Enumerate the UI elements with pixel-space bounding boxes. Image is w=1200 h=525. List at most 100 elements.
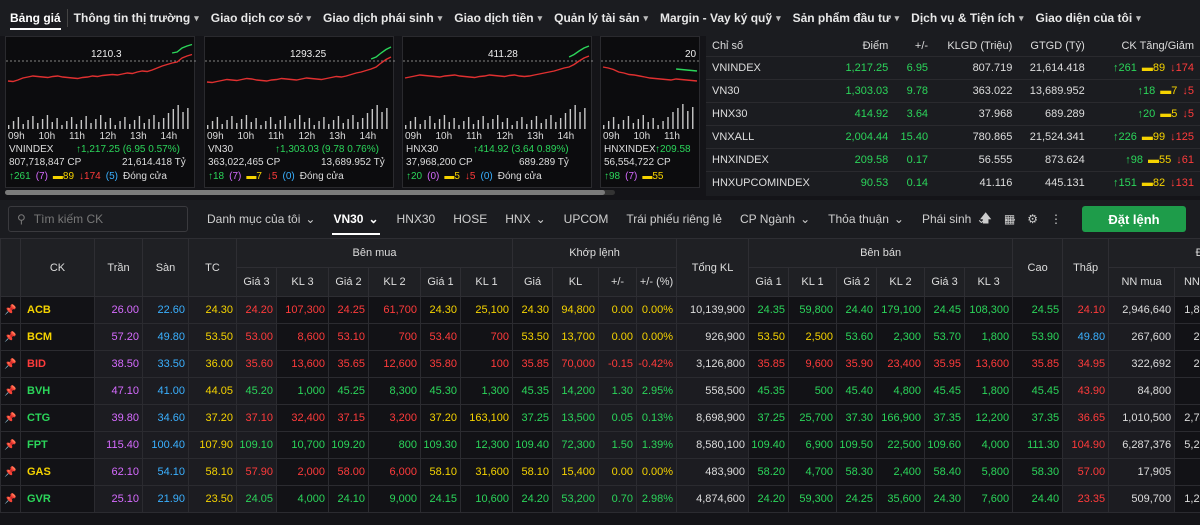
symbol[interactable]: BCM — [20, 323, 95, 351]
price-line-up — [568, 45, 590, 58]
pin-icon[interactable]: 📌 — [0, 485, 21, 513]
volume-bar — [482, 116, 484, 129]
watchlist-tab-10[interactable]: ··· — [995, 200, 1025, 238]
tab-label: Trái phiếu riêng lẻ — [626, 212, 722, 226]
index-row[interactable]: VNXALL 2,004.44 15.40 780.865 21,524.341 ↑226… — [706, 124, 1200, 148]
col-ck[interactable]: CK — [20, 238, 95, 297]
volume-bar — [342, 123, 344, 129]
cell: 2,000 — [276, 458, 329, 486]
mini-chart-vn30[interactable]: 1293.25 09h 10h 11h 12h 13h 14h VN30 ↑1,303.03 (… — [204, 36, 395, 188]
cell: 6,287,376 — [1108, 431, 1176, 459]
volume-bar — [337, 116, 340, 129]
nav-label: Thông tin thị trường — [73, 11, 191, 25]
cell: 53.50 — [748, 323, 790, 351]
symbol[interactable]: GAS — [20, 458, 95, 486]
mini-chart-hnxindex[interactable]: 20 09h 10h 11h HNXINDEX ↑209.58 56,554,722 CP ↑… — [600, 36, 701, 188]
watchlist-tab-9[interactable]: Phái sinh ⌄ — [913, 200, 995, 238]
volume-bar — [124, 117, 126, 129]
volume-bar — [75, 124, 78, 129]
col-low[interactable]: Thấp — [1062, 238, 1110, 297]
pin-icon[interactable]: 📌 — [0, 296, 21, 324]
cell: 22,500 — [876, 431, 926, 459]
symbol[interactable]: FPT — [20, 431, 95, 459]
volume-bar — [17, 117, 20, 129]
pin-icon[interactable]: 📌 — [0, 431, 21, 459]
nav-item-6[interactable]: Margin - Vay ký quỹ ▾ — [654, 0, 787, 36]
place-order-button[interactable]: Đặt lệnh — [1082, 206, 1186, 232]
cell: 0.00 — [598, 296, 638, 324]
settings-icon[interactable]: ⚙ — [1027, 212, 1038, 226]
pin-icon[interactable]: 📌 — [0, 458, 21, 486]
index-row[interactable]: HNXUPCOMINDEX 90.53 0.14 41.116 445.131 ↑151 ▬… — [706, 170, 1200, 194]
table-row[interactable]: 📌 BCM 57.20 49.80 53.50 53.00 8,600 53.10 700 53.… — [0, 323, 1200, 351]
watchlist-tab-7[interactable]: CP Ngành ⌄ — [731, 200, 819, 238]
nav-item-0[interactable]: Bảng giá — [4, 0, 67, 36]
scrollbar-thumb[interactable] — [5, 190, 605, 195]
table-row[interactable]: 📌 BVH 47.10 41.00 44.05 45.20 1,000 45.25 8,300 4… — [0, 377, 1200, 405]
cell: 800 — [368, 431, 421, 459]
scroll-top-icon[interactable]: 🡅 — [979, 210, 992, 225]
table-row[interactable]: 📌 BID 38.50 33.50 36.00 35.60 13,600 35.65 12,60… — [0, 350, 1200, 378]
volume-bar — [357, 122, 359, 129]
cell: 59,300 — [788, 485, 838, 513]
nav-item-8[interactable]: Dịch vụ & Tiện ích ▾ — [905, 0, 1029, 36]
nav-item-5[interactable]: Quản lý tài sản ▾ — [548, 0, 654, 36]
col-high[interactable]: Cao — [1012, 238, 1064, 297]
mini-chart-vnindex[interactable]: 1210.3 09h 10h 11h 12h 13h 14h VNINDEX ↑1,217.25… — [5, 36, 196, 188]
nav-item-9[interactable]: Giao diện của tôi ▾ — [1030, 0, 1147, 36]
col-total-volume[interactable]: Tổng KL — [676, 238, 750, 297]
volume-bar — [438, 119, 441, 129]
nav-item-2[interactable]: Giao dịch cơ sở ▾ — [205, 0, 317, 36]
nav-item-3[interactable]: Giao dịch phái sinh ▾ — [317, 0, 448, 36]
watchlist-tab-5[interactable]: UPCOM — [555, 200, 618, 238]
col-tran[interactable]: Trần — [94, 238, 143, 297]
count: ↓125 — [1170, 130, 1194, 143]
nav-item-7[interactable]: Sản phẩm đầu tư ▾ — [787, 0, 906, 36]
cell: 35,600 — [876, 485, 926, 513]
cell: 53.70 — [924, 323, 966, 351]
watchlist-tab-1[interactable]: VN30 ⌄ — [324, 200, 387, 238]
cell: 39.80 — [94, 404, 143, 432]
time-tick: 10h — [634, 131, 651, 142]
more-vertical-icon[interactable]: ⋮ — [1050, 212, 1062, 226]
excel-icon[interactable]: ▦ — [1003, 212, 1016, 226]
search-input[interactable]: ⚲ Tìm kiếm CK — [8, 206, 188, 232]
nav-item-1[interactable]: Thông tin thị trường ▾ — [68, 0, 205, 36]
symbol[interactable]: BID — [20, 350, 95, 378]
symbol[interactable]: ACB — [20, 296, 95, 324]
col-san[interactable]: Sàn — [142, 238, 189, 297]
volume-bar — [492, 119, 494, 129]
table-row[interactable]: 📌 FPT 115.40 100.40 107.90 109.10 10,700 109.20… — [0, 431, 1200, 459]
pin-icon[interactable]: 📌 — [0, 323, 21, 351]
col-sell-vol1: KL 1 — [788, 267, 838, 297]
symbol[interactable]: CTG — [20, 404, 95, 432]
table-row[interactable]: 📌 GAS 62.10 54.10 58.10 57.90 2,000 58.00 6,000 5… — [0, 458, 1200, 486]
nav-item-4[interactable]: Giao dịch tiền ▾ — [448, 0, 548, 36]
index-volume: 37,968,200 CP — [406, 157, 473, 168]
watchlist-tab-4[interactable]: HNX ⌄ — [496, 200, 554, 238]
pin-icon[interactable]: 📌 — [0, 377, 21, 405]
col-tc[interactable]: TC — [188, 238, 237, 297]
table-row[interactable]: 📌 ACB 26.00 22.60 24.30 24.20 107,300 24.25 61,7… — [0, 296, 1200, 324]
cell: -0.15 — [598, 350, 638, 378]
mini-chart-hnx30[interactable]: 411.28 09h 10h 11h 12h 13h 14h HNX30 ↑414.92 (3.… — [402, 36, 593, 188]
index-row[interactable]: VN30 1,303.03 9.78 363.022 13,689.952 ↑18 ▬7 ↓5 — [706, 78, 1200, 102]
col-foreign-buy: NN mua — [1108, 267, 1176, 297]
table-row[interactable]: 📌 GVR 25.10 21.90 23.50 24.05 4,000 24.10 9,000 2… — [0, 485, 1200, 513]
symbol[interactable]: GVR — [20, 485, 95, 513]
pin-icon[interactable]: 📌 — [0, 350, 21, 378]
table-row[interactable]: 📌 CTG 39.80 34.60 37.20 37.10 32,400 37.15 3,200… — [0, 404, 1200, 432]
charts-scrollbar[interactable] — [5, 190, 615, 195]
watchlist-tab-8[interactable]: Thỏa thuận ⌄ — [819, 200, 913, 238]
watchlist-tab-6[interactable]: Trái phiếu riêng lẻ — [617, 200, 731, 238]
pin-icon[interactable]: 📌 — [0, 404, 21, 432]
watchlist-tab-2[interactable]: HNX30 — [388, 200, 445, 238]
index-row[interactable]: HNX30 414.92 3.64 37.968 689.289 ↑20 ▬5 ↓5 — [706, 101, 1200, 125]
watchlist-tab-3[interactable]: HOSE — [444, 200, 496, 238]
symbol[interactable]: BVH — [20, 377, 95, 405]
watchlist-tab-0[interactable]: Danh mục của tôi ⌄ — [198, 200, 324, 238]
col-buy-price2: Giá 2 — [328, 267, 369, 297]
index-row[interactable]: HNXINDEX 209.58 0.17 56.555 873.624 ↑98 ▬55 ↓61 — [706, 147, 1200, 171]
index-row[interactable]: VNINDEX 1,217.25 6.95 807.719 21,614.418 ↑261… — [706, 55, 1200, 79]
index-table: Chỉ số Điểm +/- KLGD (Triệu) GTGD (Tỷ) CK Tăn… — [706, 36, 1200, 196]
